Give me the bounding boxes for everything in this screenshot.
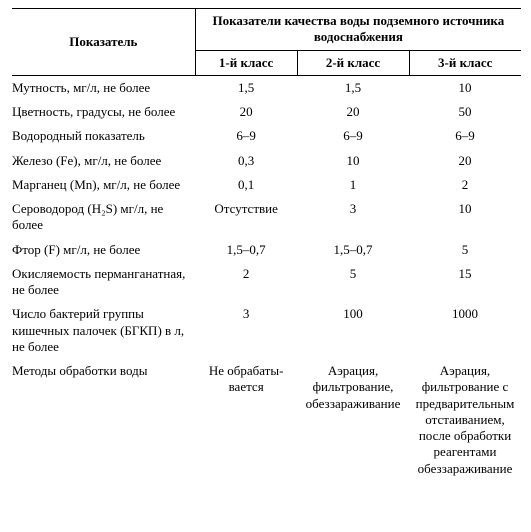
row-value: 10: [409, 197, 521, 238]
row-value: 20: [297, 100, 409, 124]
row-value: 2: [409, 173, 521, 197]
row-value: Аэрация, фильтрование с предвари­тельным…: [409, 359, 521, 481]
row-label: Мутность, мг/л, не более: [12, 75, 195, 100]
table-row: Цветность, градусы, не более 20 20 50: [12, 100, 521, 124]
row-value: 3: [195, 302, 297, 359]
row-value: Не обрабаты­вается: [195, 359, 297, 481]
row-label: Методы обработки воды: [12, 359, 195, 481]
table-row: Число бактерий группы кишечных палочек (…: [12, 302, 521, 359]
row-value: 100: [297, 302, 409, 359]
row-value: 5: [409, 238, 521, 262]
table-body: Мутность, мг/л, не более 1,5 1,5 10 Цвет…: [12, 75, 521, 481]
row-label: Окисляемость перманганатная, не более: [12, 262, 195, 303]
row-label: Водородный показатель: [12, 124, 195, 148]
row-value: 1000: [409, 302, 521, 359]
water-quality-table: Показатель Показатели качества воды подз…: [12, 8, 521, 481]
row-label: Марганец (Mn), мг/л, не более: [12, 173, 195, 197]
row-value: 1,5–0,7: [297, 238, 409, 262]
row-value: 50: [409, 100, 521, 124]
header-group: Показатели качества воды подземного исто…: [195, 9, 521, 51]
row-value: 5: [297, 262, 409, 303]
row-value: 6–9: [297, 124, 409, 148]
row-value: Аэрация, фильтрова­ние, обеззаражи­вание: [297, 359, 409, 481]
row-value: 3: [297, 197, 409, 238]
table-row: Марганец (Mn), мг/л, не более 0,1 1 2: [12, 173, 521, 197]
row-value: 10: [297, 149, 409, 173]
row-value: 2: [195, 262, 297, 303]
header-class-3: 3-й класс: [409, 50, 521, 75]
row-label: Число бактерий группы кишечных палочек (…: [12, 302, 195, 359]
table-row: Методы обработки воды Не обрабаты­вается…: [12, 359, 521, 481]
table-row: Железо (Fe), мг/л, не более 0,3 10 20: [12, 149, 521, 173]
row-value: 6–9: [409, 124, 521, 148]
table-row: Окисляемость перманганатная, не более 2 …: [12, 262, 521, 303]
row-value: 0,1: [195, 173, 297, 197]
row-value: 10: [409, 75, 521, 100]
table-row: Фтор (F) мг/л, не более 1,5–0,7 1,5–0,7 …: [12, 238, 521, 262]
row-value: 1,5: [195, 75, 297, 100]
row-value: 20: [195, 100, 297, 124]
header-class-2: 2-й класс: [297, 50, 409, 75]
row-value: 20: [409, 149, 521, 173]
row-value: Отсутствие: [195, 197, 297, 238]
table-header: Показатель Показатели качества воды подз…: [12, 9, 521, 76]
row-label: Фтор (F) мг/л, не более: [12, 238, 195, 262]
table-row: Сероводород (H₂S) мг/л, не более Отсутст…: [12, 197, 521, 238]
row-value: 15: [409, 262, 521, 303]
row-value: 0,3: [195, 149, 297, 173]
table-row: Мутность, мг/л, не более 1,5 1,5 10: [12, 75, 521, 100]
header-class-1: 1-й класс: [195, 50, 297, 75]
row-label: Цветность, градусы, не более: [12, 100, 195, 124]
row-value: 1,5: [297, 75, 409, 100]
row-value: 1: [297, 173, 409, 197]
header-indicator: Показатель: [12, 9, 195, 76]
table-row: Водородный показатель 6–9 6–9 6–9: [12, 124, 521, 148]
row-value: 6–9: [195, 124, 297, 148]
row-value: 1,5–0,7: [195, 238, 297, 262]
row-label: Железо (Fe), мг/л, не более: [12, 149, 195, 173]
row-label: Сероводород (H₂S) мг/л, не более: [12, 197, 195, 238]
